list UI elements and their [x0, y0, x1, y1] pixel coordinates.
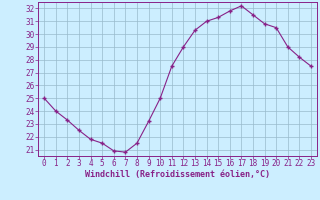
X-axis label: Windchill (Refroidissement éolien,°C): Windchill (Refroidissement éolien,°C)	[85, 170, 270, 179]
